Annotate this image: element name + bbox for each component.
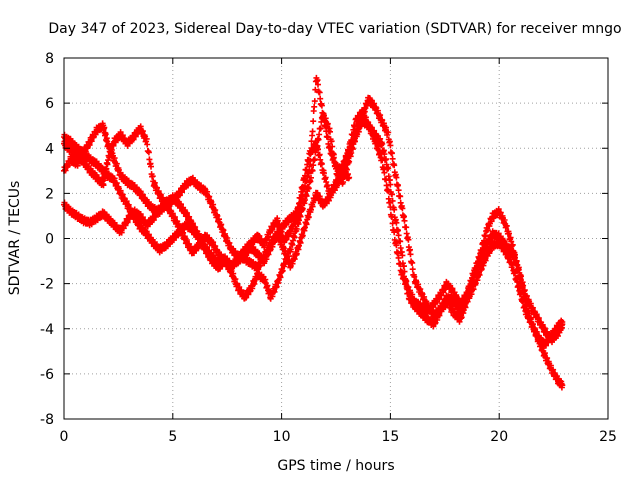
y-tick-label: 2	[45, 186, 54, 202]
y-tick-label: 0	[45, 232, 54, 248]
y-tick-label: -2	[40, 277, 54, 293]
series-layer	[61, 74, 566, 391]
y-tick-label: -6	[40, 367, 54, 383]
series-markers	[61, 74, 353, 271]
x-axis-label: GPS time / hours	[277, 458, 394, 474]
x-tick-label: 15	[381, 429, 399, 445]
x-tick-label: 25	[599, 429, 617, 445]
x-tick-label: 0	[60, 429, 69, 445]
series-track-d	[61, 74, 353, 271]
x-tick-label: 10	[273, 429, 291, 445]
y-axis-label: SDTVAR / TECUs	[7, 181, 23, 296]
x-tick-label: 20	[490, 429, 508, 445]
y-tick-label: 8	[45, 51, 54, 67]
grid-layer	[64, 58, 608, 419]
x-tick-label: 5	[168, 429, 177, 445]
y-tick-label: -4	[40, 322, 54, 338]
y-tick-label: 4	[45, 141, 54, 157]
tick-layer: 0 5 10 15 20 25 -8 -6 -4 -2 0 2 4 6 8	[40, 51, 617, 445]
y-tick-label: -8	[40, 412, 54, 428]
chart-title: Day 347 of 2023, Sidereal Day-to-day VTE…	[48, 21, 621, 37]
y-tick-label: 6	[45, 96, 54, 112]
